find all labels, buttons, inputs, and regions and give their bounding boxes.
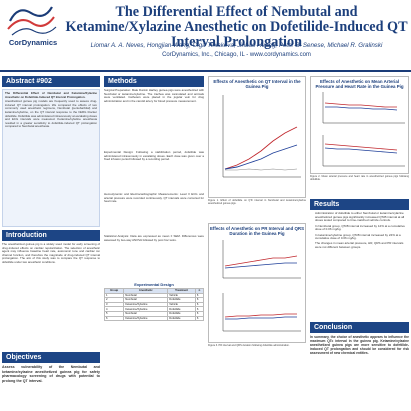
results-item: Administration of dofetilide to either N… (315, 212, 409, 223)
results-item: In Nembutal group, QTcB interval increas… (315, 224, 409, 232)
figure-map-hr-title: Effects of Anesthetic on Mean Arterial P… (315, 79, 404, 89)
table-cell: Ketamine/Xylazine (123, 315, 169, 322)
results-item: In ketamine/xylazine group, QTcB interva… (315, 233, 409, 241)
figure-qt: Effects of Anesthetic on QT Interval in … (208, 76, 306, 198)
conclusion-heading: Conclusion (310, 322, 409, 333)
column-results: Effects of Anesthetic on Mean Arterial P… (310, 76, 409, 355)
methods-design: Experimental Design: Following a stabili… (104, 151, 204, 162)
methods-surgical: Surgical Preparation: Male Dunkin Hartle… (104, 89, 204, 103)
objectives-heading: Objectives (2, 352, 100, 363)
figure-pr-qrs: Effects of Anesthetic on PR Interval and… (208, 223, 306, 343)
table-cell: Dofetilide (167, 315, 196, 322)
methods-statistics: Statistical Analysis: Data are expressed… (104, 235, 204, 242)
table-row: 1 Nembutal Vehicle 6 (103, 292, 205, 299)
pr-plot (222, 240, 301, 279)
figure-map-hr-caption: Figure 2. Mean arterial pressure and hea… (310, 175, 409, 182)
results-heading: Results (310, 199, 409, 210)
figure-pr-qrs-title: Effects of Anesthetic on PR Interval and… (209, 226, 304, 236)
design-table: Group Anesthetic Treatment n 1 Nembutal Vehic… (103, 288, 205, 322)
poster-header: CorDynamics The Differential Effect of N… (0, 0, 411, 66)
methods-ecg: Hemodynamic and Electrocardiographic Mea… (104, 193, 204, 204)
qrs-plot (222, 293, 301, 332)
column-left: Abstract #902 The Differential Effect of… (2, 76, 100, 383)
abstract-subtitle: The Differential Effect of Nembutal and … (5, 92, 97, 99)
introduction-heading: Introduction (2, 230, 100, 241)
abstract-heading: Abstract #902 (2, 76, 100, 87)
hr-plot (322, 135, 405, 167)
map-plot (322, 92, 405, 124)
column-figures: Effects of Anesthetic on QT Interval in … (208, 76, 306, 360)
column-methods: Methods Surgical Preparation: Male Dunki… (103, 76, 205, 322)
abstract-body: Anesthetized guinea pig models are frequ… (5, 100, 97, 129)
cordynamics-logo-icon (7, 6, 57, 36)
methods-heading: Methods (104, 76, 204, 87)
results-list: Administration of dofetilide to either N… (310, 212, 409, 320)
results-item: The changes in mean arterial pressure, H… (315, 241, 409, 249)
figure-qt-caption: Figure 1. Effect of dofetilide on QTc in… (208, 199, 306, 206)
table-cell: 6 (103, 315, 125, 322)
figure-pr-qrs-caption: Figure 3. PR interval and QRS duration f… (208, 344, 290, 347)
poster-authors: Liomar A. A. Neves, Hongjian Wang, Olga … (90, 42, 383, 49)
header-divider (0, 70, 411, 72)
poster-affiliation: CorDynamics, Inc., Chicago, IL - www.cor… (162, 52, 311, 58)
figure-qt-title: Effects of Anesthetic on QT Interval in … (213, 79, 301, 89)
poster-title: The Differential Effect of Nembutal and … (65, 4, 408, 50)
abstract-box: The Differential Effect of Nembutal and … (2, 89, 100, 227)
table-cell: 6 (194, 315, 205, 322)
conclusion-body: In summary, the choice of anesthetic app… (310, 335, 409, 356)
introduction-body: The anesthetized guinea pig is a widely … (2, 243, 100, 264)
logo-text: CorDynamics (8, 38, 58, 47)
table-title: Experimental Design (134, 282, 174, 287)
table-row: 6 Ketamine/Xylazine Dofetilide 6 (103, 315, 205, 322)
qt-plot (222, 95, 301, 178)
objectives-body: Assess vulnerability of the Nembutal and… (2, 365, 100, 383)
figure-map-hr: Effects of Anesthetic on Mean Arterial P… (310, 76, 409, 174)
